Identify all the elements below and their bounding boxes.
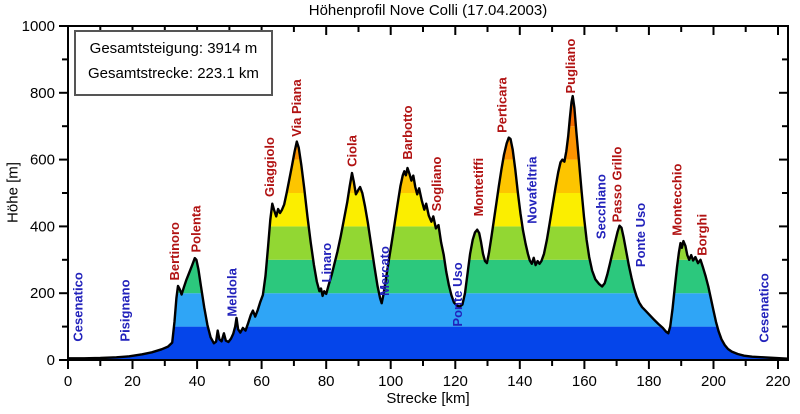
- x-axis-title: Strecke [km]: [386, 390, 470, 407]
- y-tick-label: 800: [30, 85, 55, 102]
- x-tick-label: 20: [124, 373, 141, 390]
- x-tick-label: 80: [318, 373, 335, 390]
- place-label: Meldola: [224, 267, 239, 316]
- place-label: Linaro: [319, 243, 334, 283]
- place-label: Borghi: [695, 214, 710, 256]
- chart-title: Höhenprofil Nove Colli (17.04.2003): [308, 2, 548, 19]
- place-label: Ponte Uso: [633, 203, 648, 267]
- place-label: Pisignano: [117, 279, 132, 341]
- y-axis-title: Höhe [m]: [4, 162, 22, 223]
- place-label: Montetiffi: [471, 158, 486, 216]
- x-tick-label: 40: [189, 373, 206, 390]
- place-label: Sogliano: [429, 156, 444, 211]
- place-label: Ciola: [344, 134, 359, 167]
- elevation-band: [68, 326, 788, 360]
- x-tick-label: 220: [765, 373, 790, 390]
- info-box: Gesamtsteigung: 3914 m Gesamtstrecke: 22…: [74, 30, 273, 96]
- place-label: Secchiano: [594, 174, 609, 239]
- y-tick-label: 0: [47, 352, 55, 369]
- plot-frame: [67, 25, 789, 361]
- x-tick-label: 180: [636, 373, 661, 390]
- x-tick-label: 120: [443, 373, 468, 390]
- place-label: Montecchio: [670, 164, 685, 236]
- place-label: Pugliano: [563, 39, 578, 94]
- place-label: Bertinoro: [167, 222, 182, 281]
- x-tick-label: 0: [64, 373, 72, 390]
- place-label: Cesenatico: [70, 272, 85, 341]
- x-tick-label: 140: [507, 373, 532, 390]
- y-tick-label: 400: [30, 218, 55, 235]
- place-label: Novafeltria: [524, 156, 539, 224]
- place-label: Polenta: [188, 205, 203, 253]
- y-tick-label: 200: [30, 285, 55, 302]
- profile-line: [68, 94, 789, 360]
- elevation-band: [68, 126, 788, 160]
- place-label: Giaggiolo: [262, 137, 277, 197]
- x-tick-label: 160: [572, 373, 597, 390]
- place-label: Via Piana: [289, 79, 304, 137]
- x-tick-label: 200: [701, 373, 726, 390]
- place-label: Passo Grillo: [609, 146, 624, 222]
- place-label: Mercato: [377, 246, 392, 296]
- place-label: Barbotto: [400, 105, 415, 159]
- total-distance-value: Gesamtstrecke: 223.1 km: [88, 64, 259, 82]
- y-tick-label: 600: [30, 152, 55, 169]
- place-label: Perticara: [494, 76, 509, 132]
- elevation-band: [68, 96, 788, 127]
- y-tick-label: 1000: [22, 18, 55, 35]
- x-tick-label: 60: [253, 373, 270, 390]
- x-tick-label: 100: [378, 373, 403, 390]
- total-climb-value: Gesamtsteigung: 3914 m: [89, 40, 258, 57]
- place-label: Ponte Uso: [450, 262, 465, 326]
- place-label: Cesenatico: [756, 273, 771, 342]
